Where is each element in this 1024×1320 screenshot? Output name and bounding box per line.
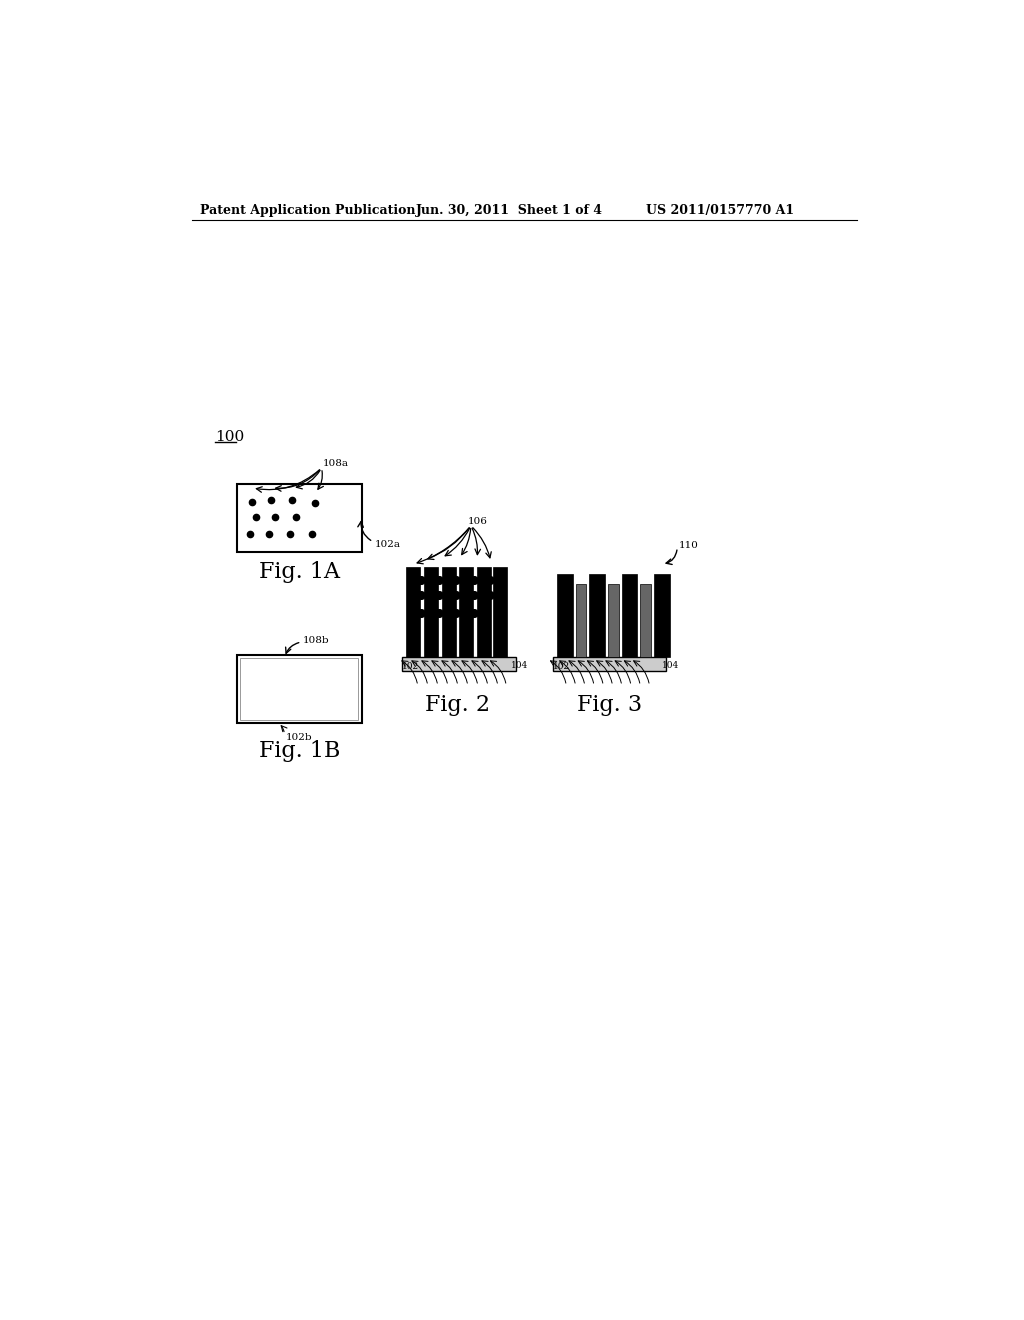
Text: Fig. 3: Fig. 3 bbox=[577, 694, 642, 717]
Bar bbox=[460, 566, 473, 657]
Text: 102a: 102a bbox=[375, 540, 400, 549]
Bar bbox=[608, 585, 618, 657]
Bar bbox=[237, 484, 361, 552]
Bar bbox=[240, 659, 358, 719]
Bar bbox=[237, 655, 361, 723]
Text: 108a: 108a bbox=[323, 459, 349, 467]
Text: 110: 110 bbox=[679, 541, 698, 550]
Bar bbox=[557, 574, 572, 657]
Text: 102: 102 bbox=[553, 663, 570, 671]
Text: 106: 106 bbox=[468, 517, 487, 527]
Bar bbox=[424, 566, 438, 657]
Text: 102b: 102b bbox=[286, 733, 312, 742]
Bar bbox=[407, 566, 420, 657]
Text: Patent Application Publication: Patent Application Publication bbox=[200, 205, 416, 218]
Text: 102: 102 bbox=[402, 663, 420, 671]
Bar bbox=[494, 566, 507, 657]
Bar bbox=[590, 574, 605, 657]
Bar bbox=[640, 585, 651, 657]
Bar bbox=[401, 657, 515, 671]
Text: 104: 104 bbox=[662, 660, 679, 669]
Bar bbox=[575, 585, 587, 657]
Bar bbox=[654, 574, 670, 657]
Text: 104: 104 bbox=[511, 660, 528, 669]
Text: Jun. 30, 2011  Sheet 1 of 4: Jun. 30, 2011 Sheet 1 of 4 bbox=[416, 205, 602, 218]
Text: 100: 100 bbox=[215, 430, 245, 444]
Text: US 2011/0157770 A1: US 2011/0157770 A1 bbox=[646, 205, 795, 218]
Bar bbox=[622, 574, 637, 657]
Text: 108b: 108b bbox=[303, 636, 330, 645]
Text: Fig. 1A: Fig. 1A bbox=[259, 561, 340, 583]
Bar bbox=[441, 566, 456, 657]
Text: Fig. 1B: Fig. 1B bbox=[258, 741, 340, 763]
Bar bbox=[477, 566, 490, 657]
Text: Fig. 2: Fig. 2 bbox=[425, 694, 490, 717]
Bar bbox=[553, 657, 667, 671]
